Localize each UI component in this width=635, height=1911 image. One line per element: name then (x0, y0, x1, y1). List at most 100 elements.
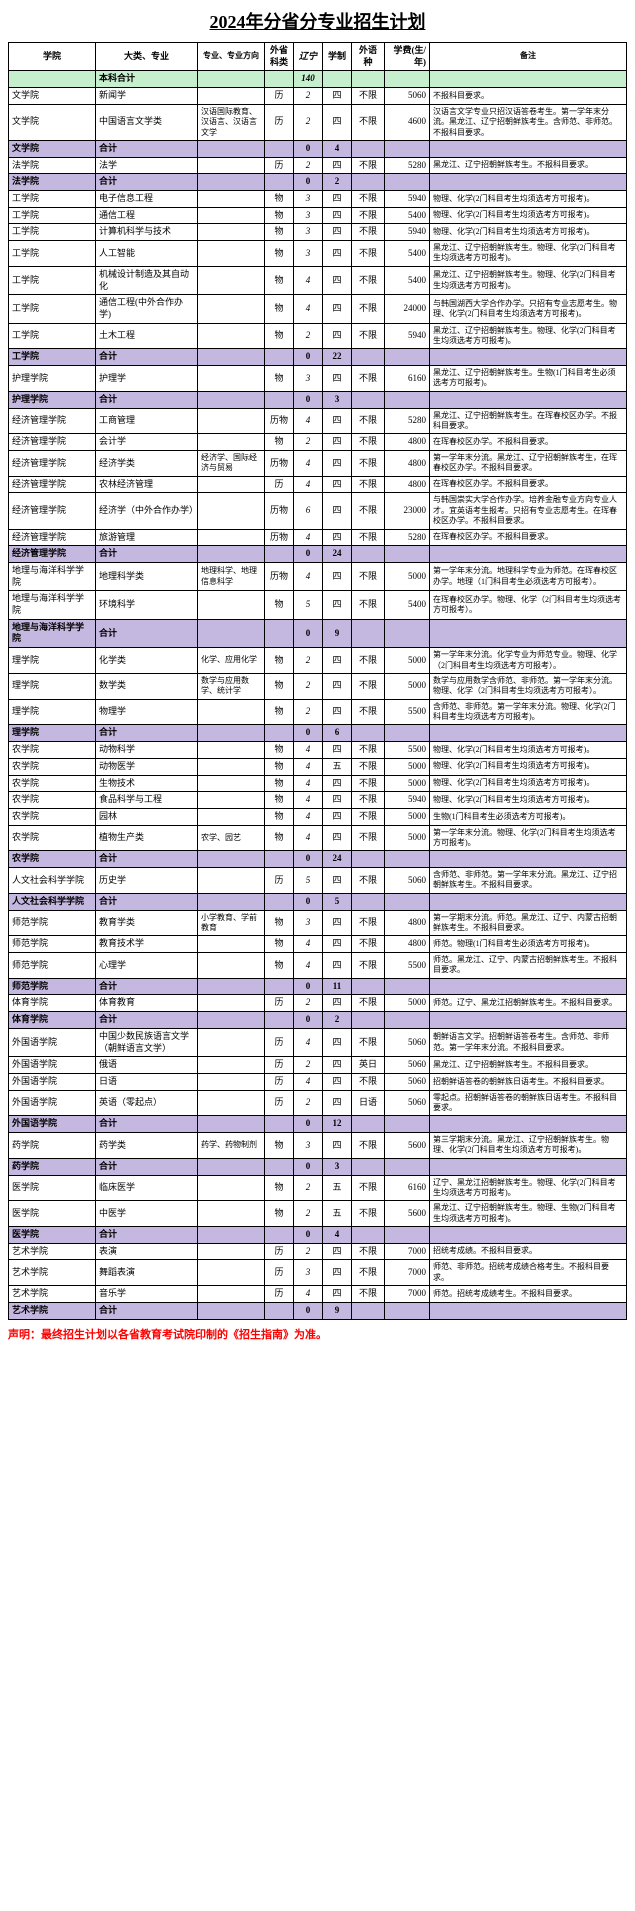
cell-major: 本科合计 (96, 71, 198, 88)
cell-system: 四 (323, 825, 352, 851)
table-row: 艺术学院表演历2四不限7000招统考成绩。不报科目要求。 (9, 1243, 627, 1260)
cell-major: 教育技术学 (96, 936, 198, 953)
cell-college: 师范学院 (9, 978, 96, 995)
cell-count-b: 22 (323, 349, 352, 366)
cell-major: 农林经济管理 (96, 476, 198, 493)
cell-direction (198, 224, 265, 241)
header-major: 大类、专业 (96, 43, 198, 71)
table-row: 文学院中国语言文学类汉语国际教育、汉语言、汉语言文学历2四不限4600汉语言文学… (9, 104, 627, 140)
cell-fee: 5940 (385, 323, 430, 349)
table-row: 法学院合计02 (9, 174, 627, 191)
cell-direction (198, 1286, 265, 1303)
footer-statement: 声明：最终招生计划以各省教育考试院印制的《招生指南》为准。 (8, 1326, 627, 1342)
cell-lang: 不限 (352, 224, 385, 241)
cell-liaoning: 4 (294, 266, 323, 294)
cell-college: 外国语学院 (9, 1073, 96, 1090)
cell-fee (385, 1227, 430, 1244)
cell-college: 药学院 (9, 1133, 96, 1159)
cell-fee (385, 978, 430, 995)
cell-subject (265, 1158, 294, 1175)
header-direction: 专业、专业方向 (198, 43, 265, 71)
cell-major: 合计 (96, 1012, 198, 1029)
table-row: 外国语学院日语历4四不限5060招朝鲜语答卷的朝鲜族日语考生。不报科目要求。 (9, 1073, 627, 1090)
cell-lang: 不限 (352, 1201, 385, 1227)
cell-note (430, 893, 627, 910)
cell-major: 心理学 (96, 953, 198, 979)
cell-major: 合计 (96, 349, 198, 366)
cell-major: 合计 (96, 174, 198, 191)
cell-liaoning: 3 (294, 224, 323, 241)
cell-major: 计算机科学与技术 (96, 224, 198, 241)
cell-direction (198, 591, 265, 619)
cell-count-a: 0 (294, 978, 323, 995)
cell-fee: 5280 (385, 157, 430, 174)
cell-major: 植物生产类 (96, 825, 198, 851)
cell-fee: 7000 (385, 1260, 430, 1286)
cell-note (430, 851, 627, 868)
cell-subject: 物 (265, 224, 294, 241)
table-row: 农学院动物医学物4五不限5000物理、化学(2门科目考生均须选考方可报考)。 (9, 758, 627, 775)
cell-direction (198, 775, 265, 792)
cell-direction (198, 893, 265, 910)
cell-subject: 物 (265, 434, 294, 451)
cell-liaoning: 4 (294, 936, 323, 953)
cell-system: 四 (323, 591, 352, 619)
cell-major: 园林 (96, 808, 198, 825)
cell-major: 电子信息工程 (96, 190, 198, 207)
cell-college: 医学院 (9, 1201, 96, 1227)
cell-subject: 物 (265, 936, 294, 953)
cell-subject: 历物 (265, 450, 294, 476)
cell-note: 与韩国湖西大学合作办学。只招有专业志愿考生。物理、化学(2门科目考生均须选考方可… (430, 295, 627, 323)
cell-major: 合计 (96, 391, 198, 408)
cell-fee: 5940 (385, 224, 430, 241)
cell-college: 理学院 (9, 725, 96, 742)
table-row: 工学院通信工程物3四不限5400物理、化学(2门科目考生均须选考方可报考)。 (9, 207, 627, 224)
cell-college: 外国语学院 (9, 1028, 96, 1056)
cell-subject (265, 978, 294, 995)
cell-fee (385, 619, 430, 647)
cell-major: 合计 (96, 851, 198, 868)
cell-college: 农学院 (9, 775, 96, 792)
table-row: 农学院园林物4四不限5000生物(1门科目考生必须选考方可报考)。 (9, 808, 627, 825)
cell-major: 物理学 (96, 699, 198, 725)
table-row: 农学院食品科学与工程物4四不限5940物理、化学(2门科目考生均须选考方可报考)… (9, 792, 627, 809)
cell-direction (198, 323, 265, 349)
table-row: 工学院计算机科学与技术物3四不限5940物理、化学(2门科目考生均须选考方可报考… (9, 224, 627, 241)
cell-lang: 不限 (352, 104, 385, 140)
cell-lang (352, 391, 385, 408)
table-row: 药学院合计03 (9, 1158, 627, 1175)
cell-lang: 不限 (352, 995, 385, 1012)
cell-subject: 历 (265, 1243, 294, 1260)
cell-lang: 不限 (352, 434, 385, 451)
cell-liaoning: 2 (294, 699, 323, 725)
cell-lang (352, 619, 385, 647)
cell-lang: 不限 (352, 1175, 385, 1201)
cell-lang: 不限 (352, 190, 385, 207)
cell-fee (385, 546, 430, 563)
cell-subject: 历物 (265, 493, 294, 529)
cell-system: 四 (323, 742, 352, 759)
cell-lang: 不限 (352, 953, 385, 979)
cell-system: 四 (323, 1057, 352, 1074)
cell-fee: 5060 (385, 1028, 430, 1056)
cell-liaoning: 4 (294, 1073, 323, 1090)
cell-college: 农学院 (9, 825, 96, 851)
cell-major: 表演 (96, 1243, 198, 1260)
cell-system: 四 (323, 224, 352, 241)
cell-liaoning: 3 (294, 1260, 323, 1286)
cell-lang: 不限 (352, 648, 385, 674)
table-row: 师范学院心理学物4四不限5500师范。黑龙江、辽宁、内蒙古招朝鲜族考生。不报科目… (9, 953, 627, 979)
cell-direction: 地理科学、地理信息科学 (198, 563, 265, 591)
cell-lang (352, 546, 385, 563)
cell-liaoning: 2 (294, 88, 323, 105)
cell-subject: 物 (265, 366, 294, 392)
cell-fee: 5600 (385, 1201, 430, 1227)
cell-system: 四 (323, 1286, 352, 1303)
cell-system: 五 (323, 1175, 352, 1201)
cell-system: 四 (323, 910, 352, 936)
cell-direction (198, 493, 265, 529)
cell-subject: 物 (265, 742, 294, 759)
cell-lang (352, 140, 385, 157)
cell-note: 黑龙江、辽宁招朝鲜族考生。物理、化学(2门科目考生均须选考方可报考)。 (430, 323, 627, 349)
table-row: 地理与海洋科学学院合计09 (9, 619, 627, 647)
